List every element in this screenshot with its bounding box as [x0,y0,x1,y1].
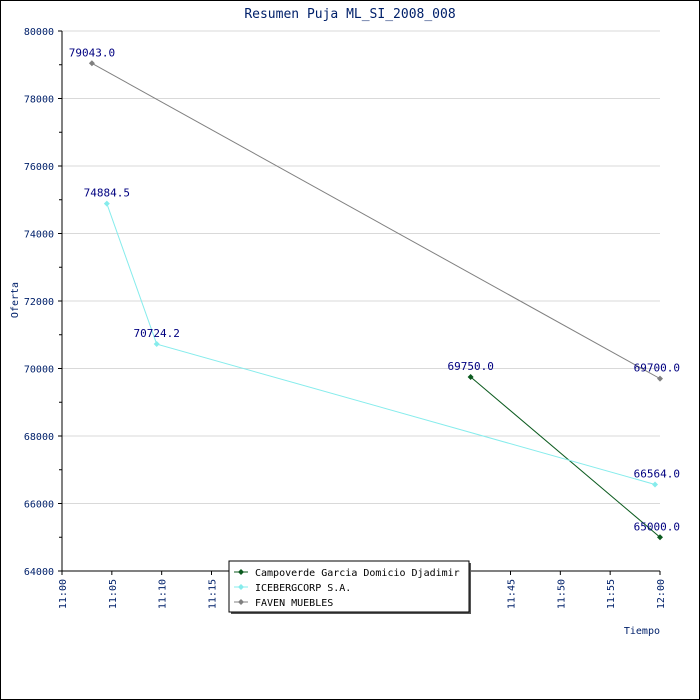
x-tick-label: 11:55 [606,579,617,609]
y-tick-label: 68000 [24,432,54,443]
x-tick-label: 11:45 [507,579,518,609]
y-tick-label: 74000 [24,230,54,241]
legend-entry-label: ICEBERGCORP S.A. [255,583,351,594]
data-point-marker [88,60,95,67]
y-tick-label: 78000 [24,95,54,106]
y-tick-label: 76000 [24,162,54,173]
data-labels: 69750.0 65000.0 74884.5 70724.2 66564.0 79043… [69,46,680,533]
y-tick-label: 66000 [24,500,54,511]
data-label: 79043.0 [69,46,115,59]
x-tick-label: 11:50 [556,579,567,609]
series-line [91,62,661,380]
chart-title: Resumen Puja ML_SI_2008_008 [244,7,455,22]
data-label: 69750.0 [447,360,493,373]
x-axis-label: Tiempo [624,626,660,637]
data-point-marker [103,200,110,207]
data-label: 70724.2 [134,327,180,340]
y-axis-label: Oferta [10,282,21,318]
legend-box [228,560,470,613]
data-point-marker [467,373,474,380]
x-tick-label: 11:00 [58,579,69,609]
data-label: 66564.0 [634,467,680,480]
x-tick-label: 11:10 [158,579,169,609]
data-point-marker [153,341,160,348]
data-point-marker [657,534,663,541]
data-label: 69700.0 [634,362,680,375]
legend: Campoverde Garcia Domicio Djadimir ICEBER… [228,560,471,614]
legend-swatch-marker [238,569,244,575]
y-tick-label: 64000 [24,567,54,578]
data-point-marker [652,481,659,488]
data-label: 74884.5 [84,187,130,200]
y-tick-label: 72000 [24,297,54,308]
legend-swatch-marker [238,584,244,590]
x-tick-label: 11:15 [208,579,219,609]
x-tick-label: 12:00 [656,579,667,609]
legend-entry-label: Campoverde Garcia Domicio Djadimir [255,568,460,579]
series-layer [88,60,663,541]
series-line [470,376,661,538]
y-tick-label: 80000 [24,27,54,38]
legend-entry-label: FAVEN MUEBLES [255,598,333,609]
legend-swatch-marker [238,599,244,605]
data-label: 65000.0 [634,520,680,533]
data-point-marker [657,375,663,382]
x-tick-label: 11:05 [108,579,119,609]
grid [62,30,660,572]
y-tick-label: 70000 [24,365,54,376]
